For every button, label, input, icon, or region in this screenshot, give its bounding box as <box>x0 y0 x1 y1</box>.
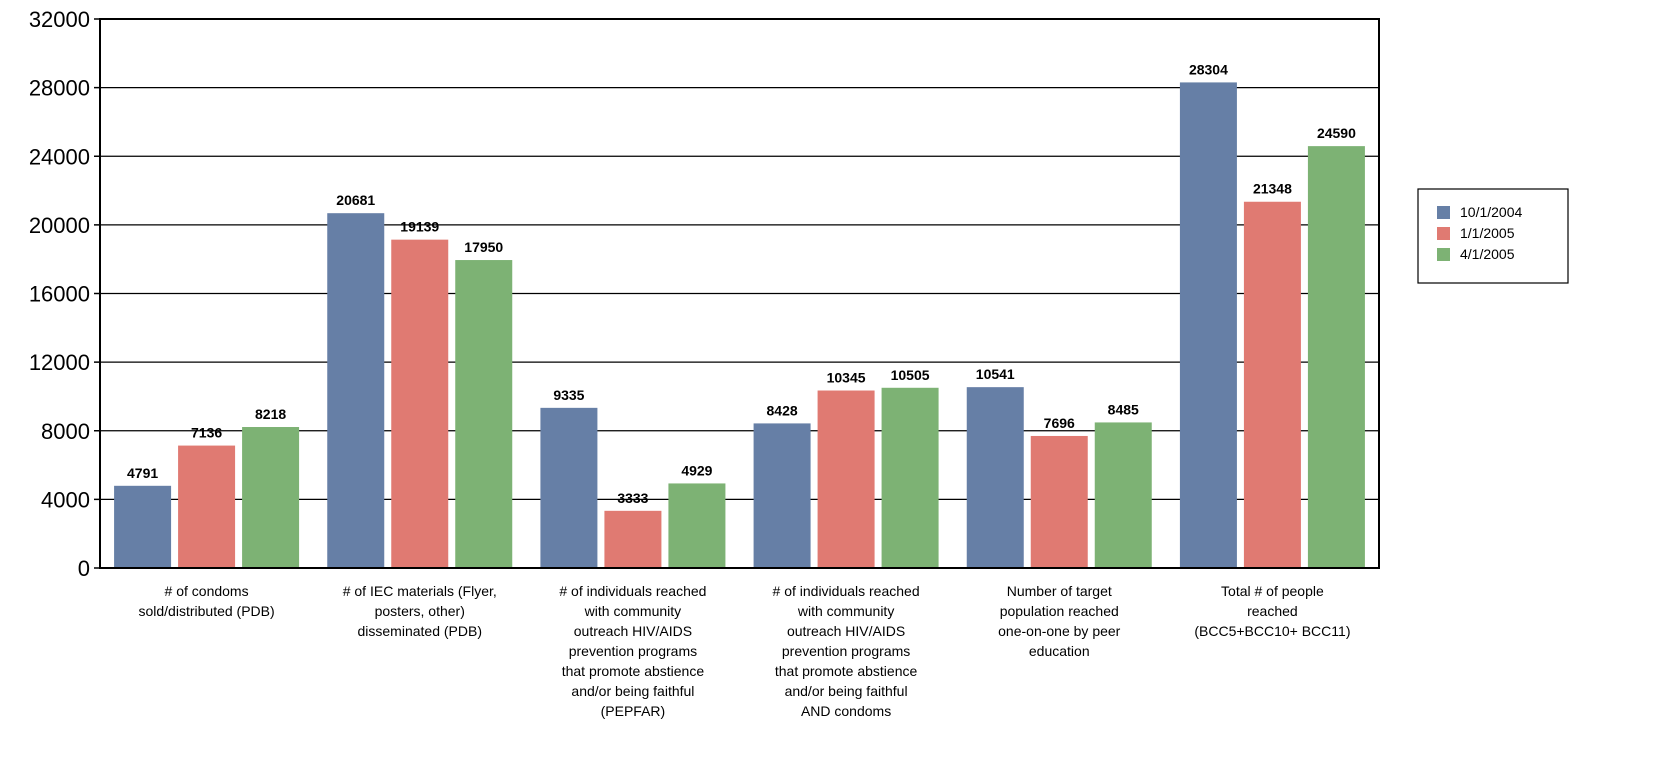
category-label: education <box>1029 643 1090 659</box>
category-label: # of IEC materials (Flyer, <box>343 583 497 599</box>
category-label: population reached <box>1000 603 1119 619</box>
category-label: with community <box>797 603 894 619</box>
data-label: 4929 <box>681 462 712 478</box>
gridlines <box>100 87 1379 500</box>
data-label: 4791 <box>127 465 158 481</box>
data-label: 20681 <box>336 192 375 208</box>
data-label: 7696 <box>1044 415 1075 431</box>
data-label: 7136 <box>191 425 222 441</box>
category-label: (BCC5+BCC10+ BCC11) <box>1194 623 1350 639</box>
bar <box>540 407 598 568</box>
data-label: 24590 <box>1317 125 1356 141</box>
legend-swatch <box>1437 248 1450 261</box>
y-axis-ticks: 0 4000 8000 12000 16000 20000 24000 28000 32000 <box>29 7 100 581</box>
data-label: 21348 <box>1253 181 1292 197</box>
bar <box>1094 422 1152 568</box>
data-label: 8428 <box>767 402 798 418</box>
y-tick-label: 4000 <box>41 487 90 512</box>
bar <box>178 445 236 568</box>
bars <box>114 82 1365 569</box>
legend-label: 1/1/2005 <box>1460 225 1515 241</box>
y-tick-label: 32000 <box>29 7 90 32</box>
data-label: 10505 <box>891 367 930 383</box>
category-label: one-on-one by peer <box>998 623 1121 639</box>
category-label: prevention programs <box>782 643 910 659</box>
category-label: (PEPFAR) <box>601 703 666 719</box>
bar <box>1179 82 1237 569</box>
category-label: that promote abstience <box>775 663 918 679</box>
y-tick-label: 20000 <box>29 213 90 238</box>
data-label: 17950 <box>464 239 503 255</box>
category-label: outreach HIV/AIDS <box>574 623 692 639</box>
category-label: with community <box>584 603 681 619</box>
bar <box>966 387 1024 568</box>
bar <box>604 510 662 568</box>
bar <box>1307 146 1365 568</box>
category-label: and/or being faithful <box>785 683 908 699</box>
data-label: 19139 <box>400 219 439 235</box>
data-label: 3333 <box>617 490 648 506</box>
data-label: 10345 <box>827 370 866 386</box>
bar <box>114 485 172 568</box>
category-label: disseminated (PDB) <box>358 623 483 639</box>
category-labels: # of condoms sold/distributed (PDB) # of I… <box>138 583 1350 719</box>
data-label: 28304 <box>1189 61 1228 77</box>
category-label: # of condoms <box>165 583 249 599</box>
category-label: Total # of people <box>1221 583 1324 599</box>
legend-label: 10/1/2004 <box>1460 204 1522 220</box>
bar <box>1030 435 1088 568</box>
category-label: # of individuals reached <box>773 583 920 599</box>
y-tick-label: 12000 <box>29 350 90 375</box>
category-label: # of individuals reached <box>559 583 706 599</box>
bar <box>1243 201 1301 568</box>
bar <box>817 390 875 568</box>
bar <box>753 423 811 568</box>
y-tick-label: 8000 <box>41 419 90 444</box>
legend-swatch <box>1437 206 1450 219</box>
bar <box>391 239 449 568</box>
category-label: posters, other) <box>375 603 465 619</box>
category-label: and/or being faithful <box>571 683 694 699</box>
category-label: AND condoms <box>801 703 891 719</box>
y-tick-label: 24000 <box>29 144 90 169</box>
category-label: that promote abstience <box>562 663 705 679</box>
y-tick-label: 28000 <box>29 76 90 101</box>
bar <box>668 483 726 568</box>
category-label: outreach HIV/AIDS <box>787 623 905 639</box>
bar <box>455 260 513 568</box>
legend-swatch <box>1437 227 1450 240</box>
category-label: reached <box>1247 603 1298 619</box>
bar <box>327 213 385 568</box>
category-label: prevention programs <box>569 643 697 659</box>
data-label: 8218 <box>255 406 286 422</box>
data-label: 10541 <box>976 366 1015 382</box>
data-labels: 4791 7136 8218 20681 19139 17950 9335 3333 4929 8… <box>127 61 1356 505</box>
legend: 10/1/2004 1/1/2005 4/1/2005 <box>1417 188 1569 284</box>
y-tick-label: 0 <box>78 556 90 581</box>
legend-label: 4/1/2005 <box>1460 246 1515 262</box>
data-label: 9335 <box>553 387 584 403</box>
plot-frame <box>99 18 1380 569</box>
data-label: 8485 <box>1108 401 1139 417</box>
category-label: Number of target <box>1007 583 1112 599</box>
y-tick-label: 16000 <box>29 282 90 307</box>
bar <box>881 387 939 568</box>
category-label: sold/distributed (PDB) <box>138 603 274 619</box>
bar <box>242 427 300 568</box>
